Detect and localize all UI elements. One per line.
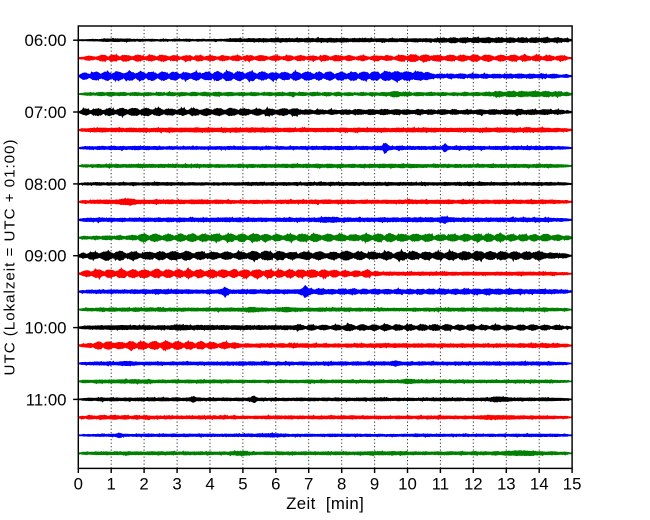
svg-text:7: 7 [304,475,313,494]
svg-text:9: 9 [370,475,379,494]
svg-text:6: 6 [271,475,280,494]
svg-text:11:00: 11:00 [26,390,67,409]
svg-text:1: 1 [107,475,116,494]
svg-text:11: 11 [432,475,449,494]
svg-text:2: 2 [139,475,148,494]
svg-text:10:00: 10:00 [25,319,67,338]
svg-text:15: 15 [563,475,582,494]
svg-text:Zeit [min]: Zeit [min] [286,494,364,513]
svg-text:09:00: 09:00 [25,247,67,266]
svg-text:3: 3 [172,475,181,494]
svg-text:8: 8 [337,475,346,494]
svg-text:06:00: 06:00 [25,31,67,50]
svg-text:0: 0 [74,475,83,494]
svg-text:10: 10 [398,475,417,494]
svg-text:4: 4 [205,475,214,494]
svg-text:13: 13 [497,475,516,494]
svg-text:12: 12 [464,475,483,494]
svg-text:14: 14 [530,475,549,494]
svg-text:UTC (Lokalzeit = UTC + 01:00): UTC (Lokalzeit = UTC + 01:00) [2,139,19,376]
svg-text:07:00: 07:00 [25,103,67,122]
svg-text:08:00: 08:00 [25,175,67,194]
svg-text:5: 5 [238,475,247,494]
